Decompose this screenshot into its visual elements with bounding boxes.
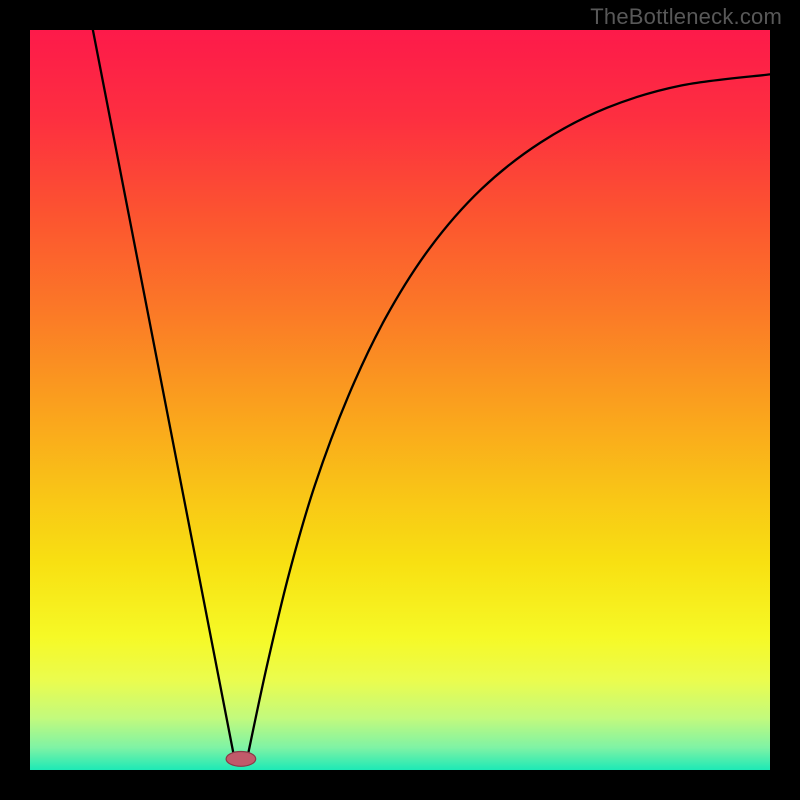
bottleneck-chart — [30, 30, 770, 770]
chart-svg — [30, 30, 770, 770]
chart-container: { "watermark": { "text": "TheBottleneck.… — [0, 0, 800, 800]
watermark-text: TheBottleneck.com — [590, 4, 782, 30]
chart-background — [30, 30, 770, 770]
minimum-marker — [226, 752, 256, 767]
